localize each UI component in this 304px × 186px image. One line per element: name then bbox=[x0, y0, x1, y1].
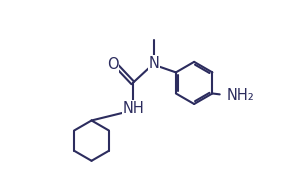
Text: O: O bbox=[107, 57, 119, 72]
Text: N: N bbox=[149, 56, 160, 71]
Text: NH₂: NH₂ bbox=[227, 88, 255, 103]
Text: NH: NH bbox=[123, 101, 145, 116]
